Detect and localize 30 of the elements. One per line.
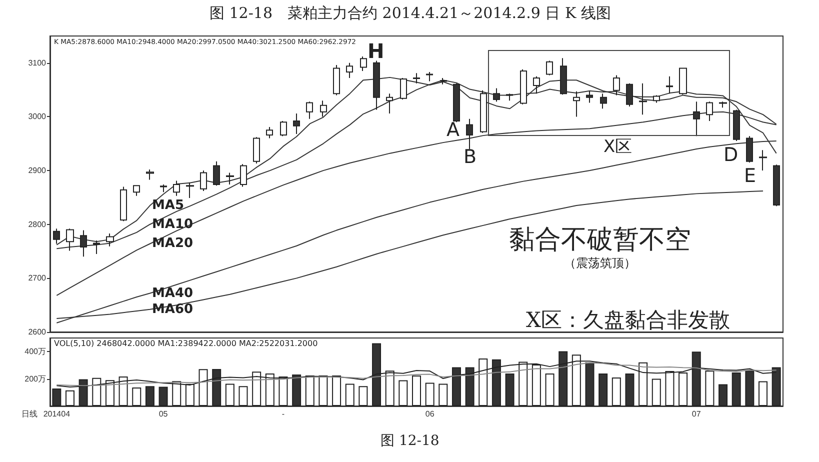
annotation: （震荡筑顶） — [564, 256, 636, 270]
y-tick-label: 3000 — [28, 112, 47, 122]
annotation: X区：久盘黏合非发散 — [526, 308, 730, 332]
y-tick-label: 400万 — [24, 347, 46, 356]
y-tick-label: 3100 — [28, 58, 47, 68]
annotation: H — [368, 39, 384, 63]
x-tick-label: - — [282, 410, 285, 418]
annotation: X区 — [604, 136, 632, 156]
annotation: E — [744, 164, 756, 186]
series-label: MA20 — [152, 236, 194, 252]
series-label: MA40 — [152, 286, 194, 301]
caption: 图 12-18 — [380, 433, 440, 449]
y-tick-label: 2900 — [28, 166, 47, 176]
series-label: MA5 — [152, 198, 184, 214]
y-tick-label: 2600 — [28, 328, 47, 336]
x-tick-label: 05 — [158, 410, 168, 418]
annotation: D — [724, 144, 738, 166]
x-tick-label: 07 — [692, 410, 702, 418]
y-tick-label: 2800 — [28, 220, 47, 229]
x-tick-label: 201404 — [43, 410, 71, 418]
annotation: B — [464, 146, 477, 168]
annotation: 黏合不破暂不空 — [509, 225, 691, 255]
y-tick-label: 2700 — [28, 274, 47, 283]
chart-title: 图 12-18 菜粕主力合约 2014.4.21～2014.2.9 日 K 线图 — [210, 4, 611, 22]
series-label: MA60 — [152, 302, 194, 317]
annotation: A — [446, 118, 460, 140]
annotation: VOL(5,10) 2468042.0000 MA1:2389422.0000 MA2:2522031.2000 — [54, 339, 318, 348]
x-tick-label: 06 — [425, 410, 435, 418]
x-axis-title: 日线 — [21, 410, 38, 418]
y-tick-label: 200万 — [24, 374, 46, 384]
